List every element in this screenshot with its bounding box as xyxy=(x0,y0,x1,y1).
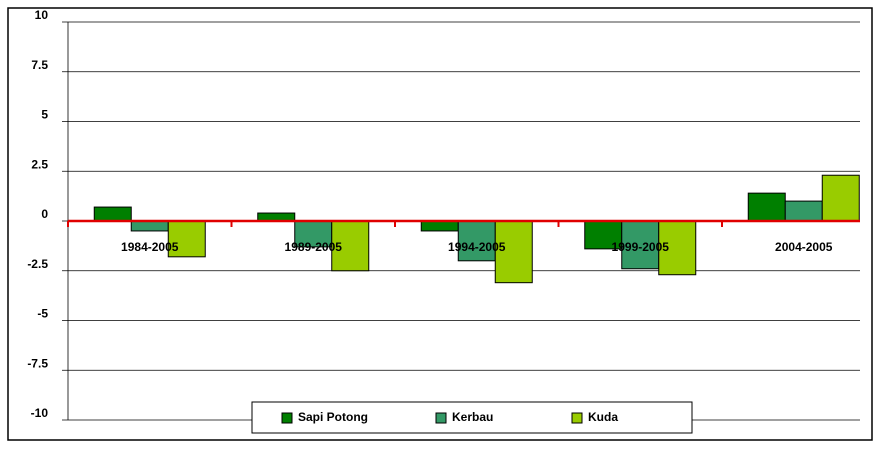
y-tick-label: 0 xyxy=(41,207,48,221)
bar xyxy=(821,174,860,222)
legend-swatch xyxy=(281,412,293,424)
x-tick-label: 1989-2005 xyxy=(285,240,343,254)
legend-label: Kerbau xyxy=(452,410,493,424)
y-tick-label: -10 xyxy=(31,406,49,420)
x-tick-label: 1984-2005 xyxy=(121,240,179,254)
bar xyxy=(93,206,132,222)
x-tick-label: 2004-2005 xyxy=(775,240,833,254)
y-tick-label: 7.5 xyxy=(31,58,48,72)
y-tick-label: -5 xyxy=(37,307,48,321)
bar xyxy=(747,192,786,222)
legend-box xyxy=(251,401,693,434)
legend-label: Sapi Potong xyxy=(298,410,368,424)
legend-swatch xyxy=(571,412,583,424)
bar xyxy=(420,220,459,232)
y-tick-label: -2.5 xyxy=(27,257,48,271)
bar xyxy=(784,200,823,222)
legend-label: Kuda xyxy=(588,410,618,424)
bar xyxy=(658,220,697,276)
y-tick-label: 2.5 xyxy=(31,157,48,171)
y-tick-label: 10 xyxy=(35,8,49,22)
x-tick-label: 1994-2005 xyxy=(448,240,506,254)
bar xyxy=(331,220,370,272)
bar xyxy=(130,220,169,232)
legend-swatch xyxy=(435,412,447,424)
bar xyxy=(494,220,533,284)
bar xyxy=(584,220,623,250)
y-tick-label: 5 xyxy=(41,108,48,122)
y-tick-label: -7.5 xyxy=(27,356,48,370)
x-tick-label: 1999-2005 xyxy=(612,240,670,254)
